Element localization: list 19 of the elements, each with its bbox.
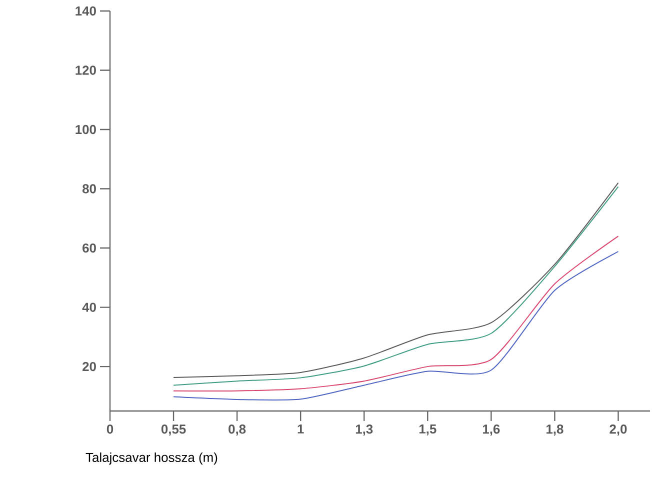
y-tick-label: 60 [82,243,96,253]
x-tick-label: 1,8 [546,424,564,436]
x-tick-label: 0 [106,424,114,434]
line-series [173,236,619,392]
y-tick-label: 20 [82,362,96,372]
x-tick-label: 0,8 [228,424,246,436]
x-tick-label: 1,6 [482,424,500,436]
y-tick-label: 100 [76,124,96,134]
y-tick-label: 120 [76,66,96,75]
x-tick-label: 1 [298,424,304,434]
x-tick-label: 1,3 [356,424,373,436]
y-tick-label: 140 [76,6,96,16]
y-tick-label: 40 [82,302,96,312]
x-tick-label: 2,0 [610,424,627,436]
y-tick-label: 80 [82,184,96,194]
line-series [173,251,619,401]
x-axis-title: Talajcsavar hossza (m) [86,452,218,465]
x-tick-label: 1,5 [419,424,436,436]
x-tick-label: 0,55 [161,424,186,436]
